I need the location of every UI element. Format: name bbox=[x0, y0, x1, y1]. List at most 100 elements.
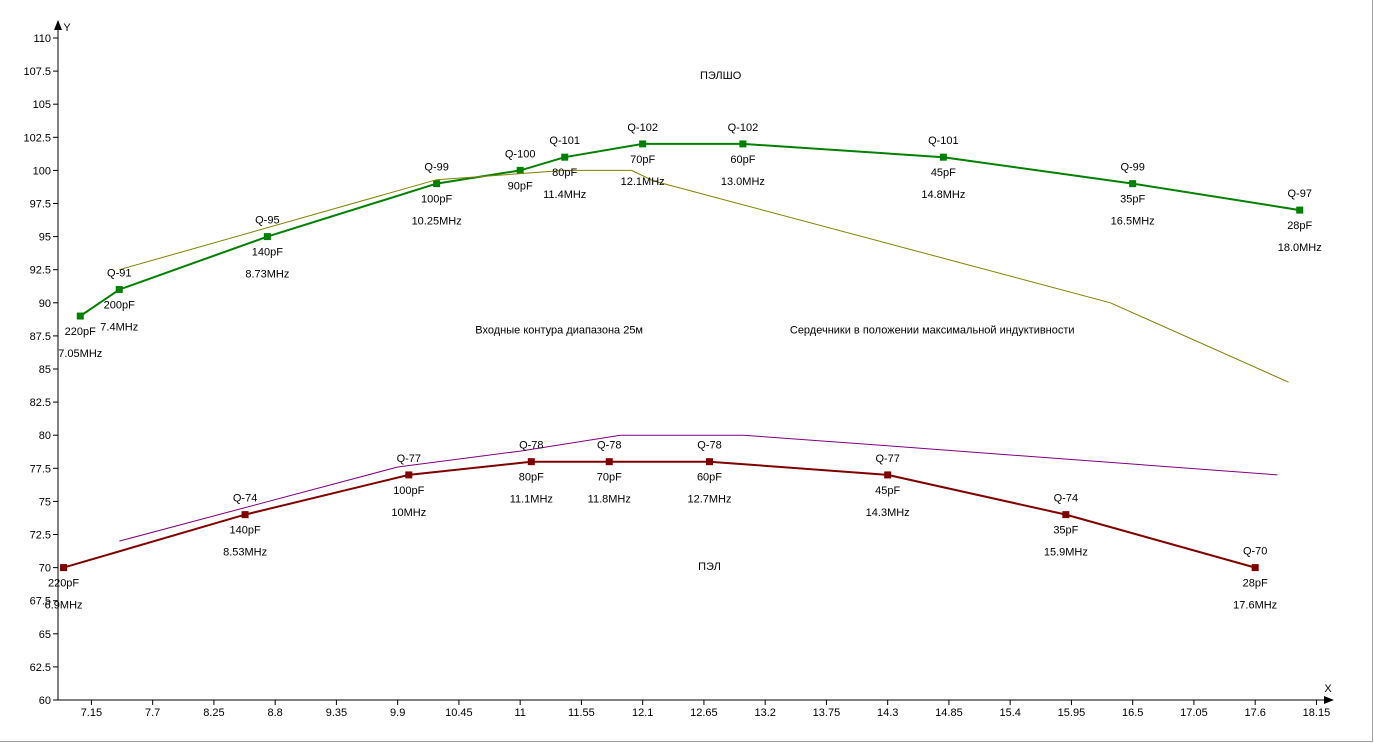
capacitance-label: 90pF bbox=[508, 180, 533, 192]
q-label: Q-102 bbox=[728, 122, 759, 134]
y-tick-label: 102.5 bbox=[23, 132, 51, 144]
frequency-label: 10MHz bbox=[391, 507, 426, 519]
y-tick-label: 105 bbox=[33, 99, 51, 111]
y-tick-label: 110 bbox=[33, 33, 51, 45]
y-axis-arrow bbox=[54, 20, 62, 30]
data-point-0-10 bbox=[1296, 206, 1304, 214]
capacitance-label: 60pF bbox=[730, 154, 755, 166]
y-tick-label: 72.5 bbox=[30, 530, 51, 542]
x-axis-label: X bbox=[1324, 683, 1332, 695]
capacitance-label: 35pF bbox=[1120, 194, 1145, 206]
capacitance-label: 220pF bbox=[65, 326, 96, 338]
y-tick-label: 60 bbox=[39, 695, 51, 707]
capacitance-label: 28pF bbox=[1243, 578, 1268, 590]
data-point-0-5 bbox=[561, 153, 569, 161]
y-tick-label: 75 bbox=[39, 496, 51, 508]
x-tick-label: 12.65 bbox=[690, 707, 718, 719]
y-axis-label: Y bbox=[63, 22, 71, 34]
data-point-1-5 bbox=[705, 458, 713, 466]
x-tick-label: 7.7 bbox=[145, 707, 160, 719]
data-point-1-6 bbox=[884, 471, 892, 479]
x-tick-label: 11.55 bbox=[568, 707, 595, 719]
y-tick-label: 80 bbox=[39, 430, 51, 442]
data-point-1-3 bbox=[527, 458, 535, 466]
data-point-0-2 bbox=[263, 233, 271, 241]
data-point-1-1 bbox=[241, 511, 249, 519]
q-label: Q-102 bbox=[627, 122, 658, 134]
x-tick-label: 13.2 bbox=[754, 707, 775, 719]
frequency-label: 18.0MHz bbox=[1278, 242, 1322, 254]
axes: Y X 60 62.5 65 67.5 70 72.5 75 77.5 80 82.5 85 87.5 90… bbox=[23, 20, 1334, 719]
capacitance-label: 28pF bbox=[1287, 220, 1312, 232]
frequency-label: 7.4MHz bbox=[100, 322, 138, 334]
data-point-0-6 bbox=[639, 140, 647, 148]
capacitance-label: 70pF bbox=[597, 472, 622, 484]
data-point-0-4 bbox=[516, 166, 524, 174]
frequency-label: 11.1MHz bbox=[510, 494, 553, 506]
frequency-label: 14.3MHz bbox=[866, 507, 910, 519]
data-point-1-2 bbox=[405, 471, 413, 479]
capacitance-label: 45pF bbox=[931, 167, 956, 179]
series-line-0 bbox=[79, 142, 1300, 317]
x-tick-label: 9.9 bbox=[390, 707, 405, 719]
annotation-0: ПЭЛШО bbox=[700, 70, 742, 82]
y-tick-label: 87.5 bbox=[30, 331, 51, 343]
frequency-label: 17.6MHz bbox=[1233, 600, 1277, 612]
q-label: Q-78 bbox=[519, 440, 543, 452]
frequency-label: 15.9MHz bbox=[1044, 547, 1088, 559]
capacitance-label: 35pF bbox=[1053, 525, 1078, 537]
y-tick-label: 107.5 bbox=[23, 66, 51, 78]
x-tick-label: 15.4 bbox=[999, 707, 1020, 719]
x-tick-label: 18.15 bbox=[1303, 707, 1331, 719]
capacitance-label: 80pF bbox=[519, 472, 544, 484]
data-point-1-7 bbox=[1062, 511, 1070, 519]
frequency-label: 11.4MHz bbox=[543, 189, 586, 201]
y-tick-label: 62.5 bbox=[30, 662, 51, 674]
capacitance-label: 220pF bbox=[48, 578, 79, 590]
frequency-label: 6.9MHz bbox=[45, 600, 83, 612]
capacitance-label: 100pF bbox=[421, 194, 452, 206]
annotation-1: Входные контура диапазона 25м bbox=[475, 324, 643, 336]
x-tick-label: 12.1 bbox=[632, 707, 653, 719]
y-tick-label: 97.5 bbox=[30, 199, 51, 211]
capacitance-label: 45pF bbox=[875, 485, 900, 497]
capacitance-label: 60pF bbox=[697, 472, 722, 484]
data-point-0-0 bbox=[76, 312, 84, 320]
x-tick-label: 11 bbox=[514, 707, 525, 719]
y-tick-label: 65 bbox=[39, 629, 51, 641]
x-tick-label: 8.25 bbox=[203, 707, 224, 719]
data-point-0-9 bbox=[1129, 180, 1137, 188]
x-tick-label: 9.35 bbox=[326, 707, 347, 719]
q-label: Q-101 bbox=[928, 135, 959, 147]
y-tick-label: 77.5 bbox=[30, 463, 51, 475]
x-tick-label: 15.95 bbox=[1058, 707, 1086, 719]
q-label: Q-100 bbox=[505, 148, 536, 160]
y-tick-label: 82.5 bbox=[30, 397, 51, 409]
capacitance-label: 140pF bbox=[229, 525, 260, 537]
data-point-1-8 bbox=[1251, 564, 1259, 572]
x-tick-label: 17.6 bbox=[1244, 707, 1265, 719]
frequency-label: 11.8MHz bbox=[588, 494, 631, 506]
q-label: Q-101 bbox=[549, 135, 580, 147]
capacitance-label: 140pF bbox=[252, 247, 283, 259]
point-labels: 220pF 7.05MHz Q-91 200pF 7.4MHz Q-95 140pF 8.73… bbox=[45, 122, 1322, 612]
frequency-label: 12.1MHz bbox=[621, 176, 665, 188]
q-label: Q-77 bbox=[397, 453, 421, 465]
x-tick-label: 14.3 bbox=[877, 707, 898, 719]
series-layer bbox=[60, 140, 1304, 572]
frequency-label: 7.05MHz bbox=[58, 348, 102, 360]
data-point-0-8 bbox=[939, 153, 947, 161]
y-tick-label: 92.5 bbox=[30, 265, 51, 277]
capacitance-label: 200pF bbox=[104, 300, 135, 312]
q-label: Q-77 bbox=[875, 453, 899, 465]
data-point-0-1 bbox=[115, 286, 123, 294]
frequency-label: 14.8MHz bbox=[921, 189, 965, 201]
x-tick-label: 8.8 bbox=[268, 707, 283, 719]
x-tick-label: 7.15 bbox=[81, 707, 102, 719]
y-tick-label: 70 bbox=[39, 563, 51, 575]
capacitance-label: 100pF bbox=[393, 485, 424, 497]
x-tick-label: 17.05 bbox=[1180, 707, 1208, 719]
frequency-label: 16.5MHz bbox=[1111, 216, 1155, 228]
